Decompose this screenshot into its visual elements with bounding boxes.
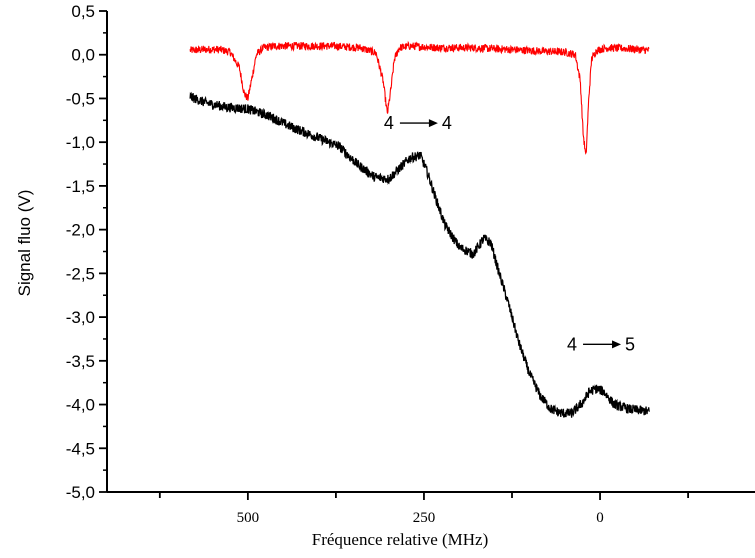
y-tick-label: -5,0 <box>66 483 95 502</box>
y-tick-label: -2,0 <box>66 221 95 240</box>
annotation-arrow-head <box>612 340 622 349</box>
annotation-to: 5 <box>625 334 635 354</box>
y-axis-title: Signal fluo (V) <box>15 190 34 297</box>
y-tick-label: -3,5 <box>66 352 95 371</box>
y-tick-label: -4,0 <box>66 396 95 415</box>
y-tick-label: -1,0 <box>66 133 95 152</box>
y-tick-label: -1,5 <box>66 177 95 196</box>
y-tick-label: -4,5 <box>66 439 95 458</box>
series-line-1 <box>189 40 650 155</box>
y-tick-label: -0,5 <box>66 89 95 108</box>
y-tick-label: 0,0 <box>71 46 95 65</box>
axes: 0,5 0,0 -0,5 -1,0 -1,5 -2,0 -2,5 -3,0 -3,5 -4,0 -4… <box>66 2 755 526</box>
series-line-2 <box>189 91 650 418</box>
x-axis-title: Fréquence relative (MHz) <box>312 530 489 549</box>
annotation-from: 4 <box>384 113 394 133</box>
x-tick-label: 500 <box>237 510 260 526</box>
x-tick-label: 0 <box>596 510 604 526</box>
annotation-layer: 4 44 5 <box>384 113 635 354</box>
series-layer <box>189 40 650 418</box>
y-tick-label: -3,0 <box>66 308 95 327</box>
annotation-arrow-head <box>428 119 438 128</box>
y-tick-label: -2,5 <box>66 264 95 283</box>
x-tick-label: 250 <box>413 510 436 526</box>
annotation-to: 4 <box>442 113 452 133</box>
annotation-from: 4 <box>567 334 577 354</box>
y-tick-label: 0,5 <box>71 2 95 21</box>
